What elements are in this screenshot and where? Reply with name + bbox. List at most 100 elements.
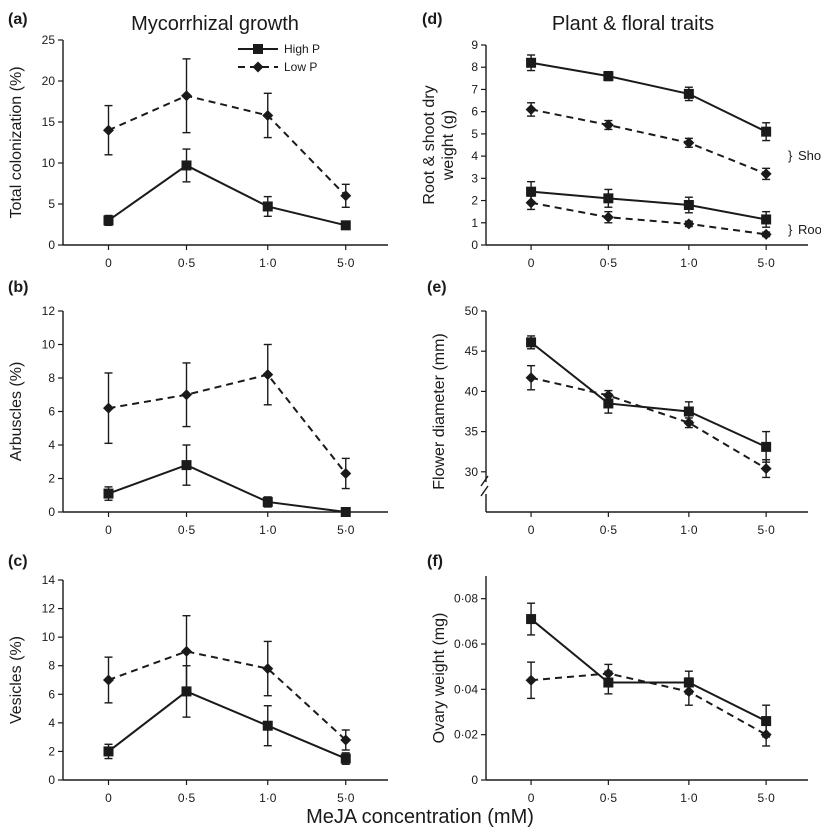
y-tick-label: 2 <box>48 472 55 486</box>
data-point <box>526 187 536 197</box>
x-tick-label: 1·0 <box>259 791 277 805</box>
y-tick-label: 0·02 <box>454 728 478 742</box>
data-point <box>340 468 351 479</box>
group-label: Shoot <box>798 148 821 163</box>
y-tick-label: 7 <box>471 82 478 96</box>
series-line <box>109 651 346 740</box>
column-title-left: Mycorrhizal growth <box>131 13 299 35</box>
y-tick-label: 0 <box>48 505 55 519</box>
y-axis-label: Total colonization (%) <box>8 66 25 218</box>
series-line <box>531 378 766 469</box>
y-tick-label: 0·04 <box>454 682 478 696</box>
y-tick-label: 35 <box>465 425 479 439</box>
data-point <box>684 89 694 99</box>
chart-panel: (b)0246810120 0·5 1·0 5·0Arbuscles (%) <box>8 279 388 537</box>
panel-letter: (d) <box>422 11 442 28</box>
data-point <box>340 190 351 201</box>
data-point <box>341 754 351 764</box>
group-brace: } <box>788 148 793 163</box>
y-tick-label: 30 <box>465 465 479 479</box>
series-line <box>109 165 346 225</box>
chart-panel: (f)00·020·040·060·080 0·5 1·0 5·0Ovary weig… <box>427 553 808 805</box>
x-tick-label: 0·5 <box>178 791 196 805</box>
series-line <box>109 465 346 512</box>
y-tick-label: 12 <box>42 304 56 318</box>
data-point <box>181 646 192 657</box>
data-point <box>526 337 536 347</box>
data-point <box>526 372 537 383</box>
y-tick-label: 1 <box>471 216 478 230</box>
y-tick-label: 15 <box>42 115 56 129</box>
axis-break-mark <box>481 476 488 486</box>
data-point <box>761 168 772 179</box>
x-tick-label: 0·5 <box>600 256 618 270</box>
y-tick-label: 25 <box>42 33 56 47</box>
x-tick-label: 5·0 <box>337 523 355 537</box>
y-axis-label-line: Root & shoot dry <box>421 85 438 204</box>
data-point <box>526 675 537 686</box>
data-point <box>181 90 192 101</box>
y-tick-label: 10 <box>42 338 56 352</box>
data-point <box>341 507 351 517</box>
data-point <box>603 212 614 223</box>
y-tick-label: 9 <box>471 38 478 52</box>
panel-letter: (f) <box>427 553 443 570</box>
x-tick-label: 5·0 <box>757 791 775 805</box>
y-tick-label: 6 <box>48 687 55 701</box>
y-tick-label: 10 <box>42 630 56 644</box>
legend: High P Low P <box>238 42 320 74</box>
data-point <box>683 417 694 428</box>
panel-letter: (a) <box>8 11 28 28</box>
data-point <box>761 729 772 740</box>
data-point <box>182 686 192 696</box>
y-tick-label: 0 <box>471 238 478 252</box>
x-tick-label: 1·0 <box>259 256 277 270</box>
y-tick-label: 10 <box>42 156 56 170</box>
group-brace: } <box>788 222 793 237</box>
x-tick-label: 1·0 <box>259 523 277 537</box>
data-point <box>182 160 192 170</box>
x-tick-label: 0 <box>105 791 112 805</box>
data-point <box>103 403 114 414</box>
data-point <box>104 489 114 499</box>
column-title-right: Plant & floral traits <box>552 13 714 35</box>
panel-letter: (c) <box>8 553 28 570</box>
x-tick-label: 0 <box>528 523 535 537</box>
series-line <box>109 96 346 196</box>
data-point <box>181 389 192 400</box>
y-tick-label: 20 <box>42 74 56 88</box>
x-tick-label: 0 <box>105 256 112 270</box>
y-axis-label: Ovary weight (mg) <box>431 613 448 744</box>
data-point <box>526 104 537 115</box>
series-line <box>531 109 766 173</box>
y-axis-label-line: weight (g) <box>440 110 457 181</box>
y-tick-label: 8 <box>471 60 478 74</box>
x-tick-label: 0 <box>105 523 112 537</box>
x-tick-label: 5·0 <box>337 791 355 805</box>
x-tick-label: 0 <box>528 791 535 805</box>
chart-panel: (a) 0 5 10 15 20 25 0 0·5 1·0 5·0 Total colonizatio… <box>8 11 388 270</box>
y-tick-label: 8 <box>48 371 55 385</box>
data-point <box>683 686 694 697</box>
y-tick-label: 6 <box>471 105 478 119</box>
legend-marker-high <box>253 44 263 54</box>
data-point <box>104 746 114 756</box>
x-tick-label: 5·0 <box>757 523 775 537</box>
y-tick-label: 4 <box>471 149 478 163</box>
x-axis-label: MeJA concentration (mM) <box>306 806 534 828</box>
series-line <box>531 63 766 132</box>
y-tick-label: 40 <box>465 384 479 398</box>
y-tick-label: 3 <box>471 171 478 185</box>
legend-label-high: High P <box>284 42 320 56</box>
data-point <box>263 497 273 507</box>
data-point <box>103 675 114 686</box>
y-axis-label: Root & shoot dry weight (g) <box>421 85 457 204</box>
data-point <box>182 460 192 470</box>
series-line <box>531 619 766 721</box>
data-point <box>103 125 114 136</box>
y-tick-label: 0 <box>48 773 55 787</box>
data-point <box>761 442 771 452</box>
y-tick-label: 5 <box>48 197 55 211</box>
y-tick-label: 12 <box>42 602 56 616</box>
